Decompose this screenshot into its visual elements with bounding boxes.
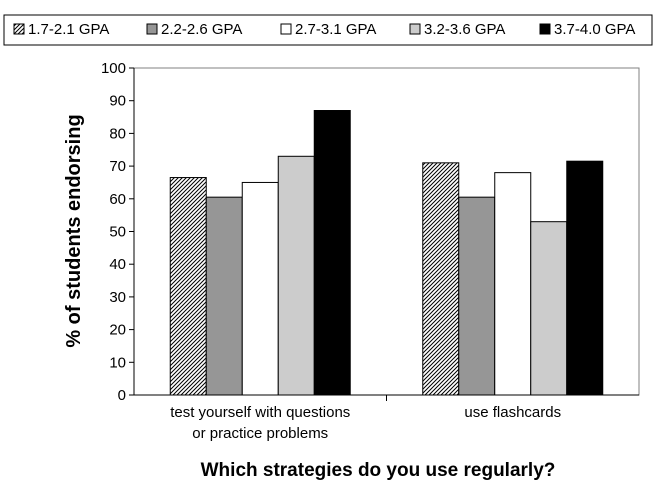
y-tick-label: 80: [109, 125, 126, 142]
y-tick-label: 30: [109, 289, 126, 306]
chart-title: Which strategies do you use regularly?: [201, 460, 556, 481]
legend-swatch: [280, 23, 292, 35]
x-axis: test yourself with questions or practice …: [170, 395, 561, 442]
y-tick-label: 20: [109, 322, 126, 339]
legend: 1.7-2.1 GPA 2.2-2.6 GPA 2.7-3.1 GPA 3.2-3.6…: [13, 21, 635, 38]
y-tick-label: 90: [109, 93, 126, 110]
legend-label: 3.2-3.6 GPA: [424, 21, 505, 38]
y-axis-label: % of students endorsing: [63, 114, 85, 347]
bar: [530, 221, 568, 396]
legend-label: 1.7-2.1 GPA: [28, 21, 109, 38]
legend-label: 2.2-2.6 GPA: [161, 21, 242, 38]
category-label: test yourself with questions: [170, 404, 350, 421]
bar: [494, 172, 532, 396]
legend-label: 3.7-4.0 GPA: [554, 21, 635, 38]
y-tick-label: 0: [118, 387, 126, 404]
y-tick-label: 60: [109, 191, 126, 208]
bar: [277, 155, 315, 396]
legend-swatch: [539, 23, 551, 35]
bar: [241, 181, 279, 396]
legend-swatch: [146, 23, 158, 35]
y-tick-label: 50: [109, 224, 126, 241]
bars: [169, 110, 604, 396]
bar: [205, 196, 243, 396]
bar: [458, 196, 496, 396]
legend-label: 2.7-3.1 GPA: [295, 21, 376, 38]
y-tick-label: 40: [109, 256, 126, 273]
y-tick-label: 10: [109, 354, 126, 371]
bar: [422, 162, 460, 396]
bar: [313, 110, 351, 396]
category-label: use flashcards: [464, 404, 561, 421]
y-tick-label: 100: [101, 60, 126, 77]
bar: [566, 160, 604, 396]
legend-swatch: [13, 23, 25, 35]
bar: [169, 177, 207, 396]
category-label: or practice problems: [192, 425, 328, 442]
legend-swatch: [409, 23, 421, 35]
y-tick-label: 70: [109, 158, 126, 175]
y-axis: 0 10 20 30 40 50 60 70 80 90 100: [101, 60, 134, 404]
